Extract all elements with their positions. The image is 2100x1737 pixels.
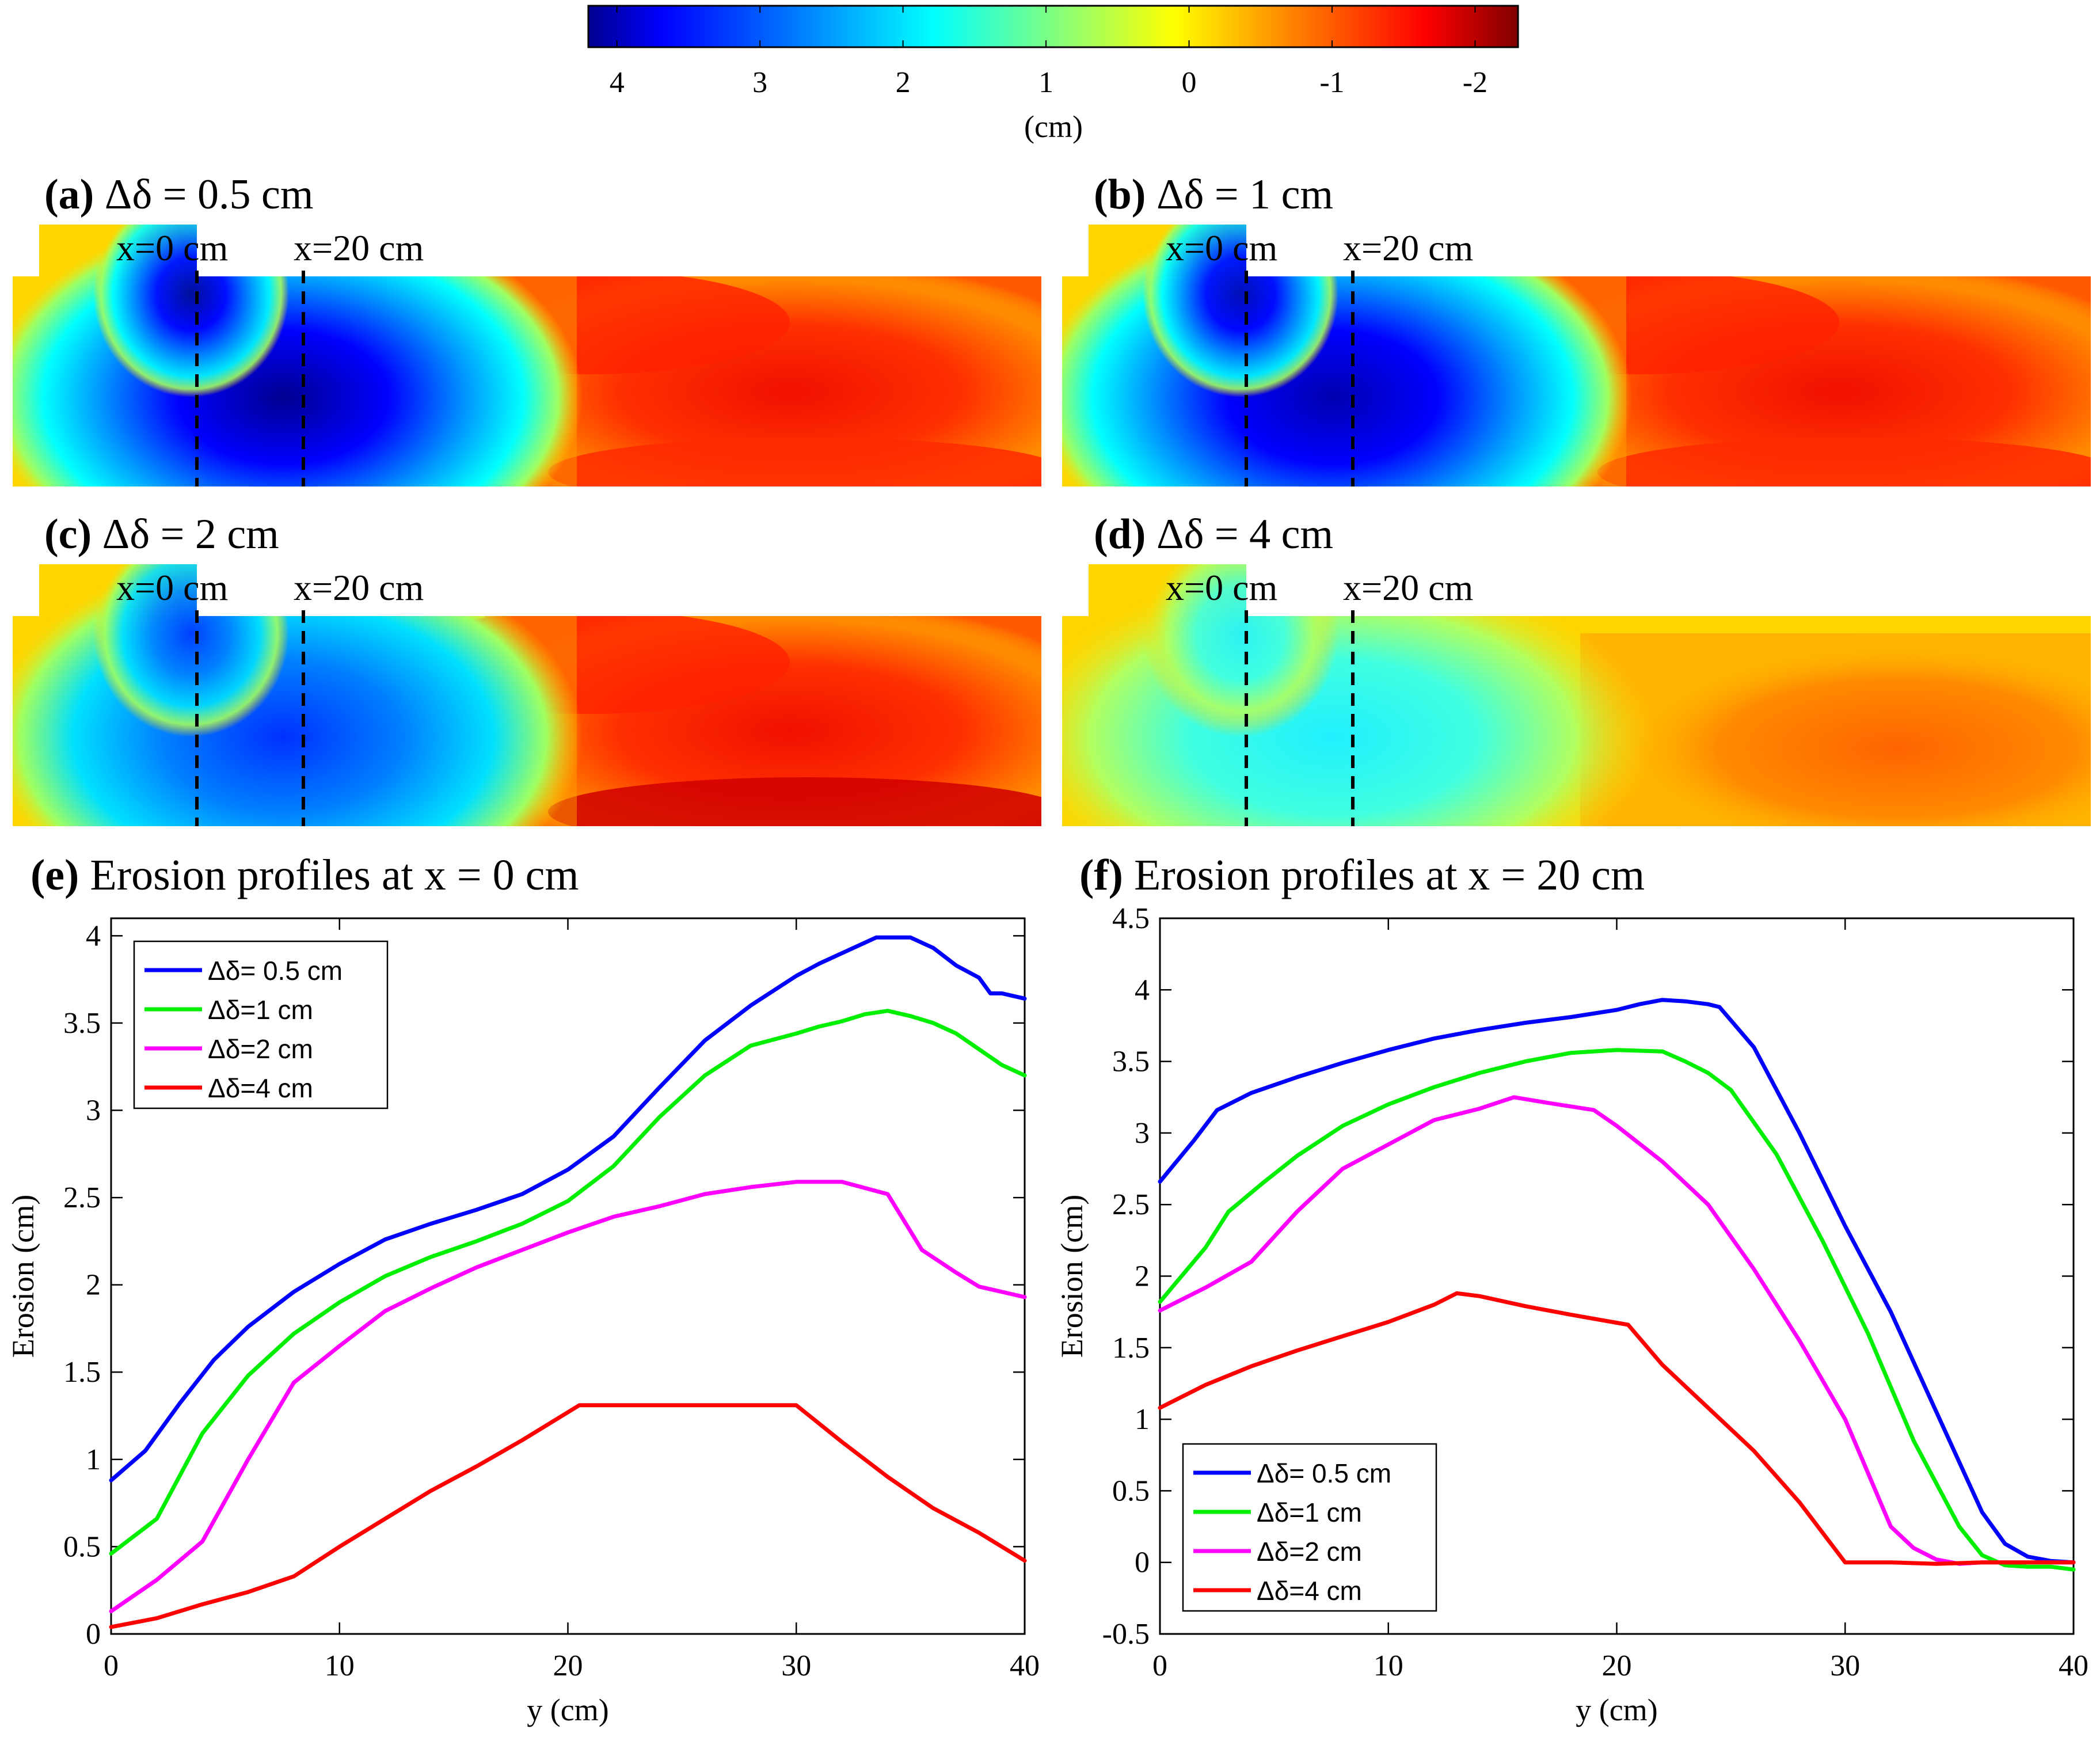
y-tick-label: 0 — [1135, 1546, 1150, 1579]
legend-entry: Δδ= 0.5 cm — [1257, 1458, 1391, 1488]
legend-entry: Δδ= 0.5 cm — [208, 956, 343, 986]
y-tick-label: 4 — [86, 919, 101, 952]
chart-e: (e) Erosion profiles at x = 0 cm0 10 20 30 4… — [6, 851, 1040, 1727]
colorbar-tick-label: -2 — [1463, 66, 1488, 99]
x-axis-label: y (cm) — [527, 1693, 608, 1727]
y-tick-label: 1 — [86, 1443, 101, 1476]
legend-entry: Δδ=4 cm — [208, 1073, 313, 1103]
x-tick-label: 10 — [325, 1649, 355, 1682]
chart-f: (f) Erosion profiles at x = 20 cm0 10 20 30… — [1055, 851, 2088, 1727]
map-panel-label: (a) Δδ = 0.5 cm — [44, 171, 313, 218]
erosion-map — [13, 225, 1041, 486]
erosion-map-panel: (c) Δδ = 2 cm x=0 cm x=20 cm — [13, 511, 1041, 826]
section-label-x20: x=20 cm — [1343, 227, 1473, 268]
y-tick-label: 0.5 — [63, 1530, 101, 1563]
erosion-map-panel: (d) Δδ = 4 cm x=0 cm x=20 cm — [1062, 511, 2091, 826]
section-label-x20: x=20 cm — [1343, 567, 1473, 608]
y-tick-label: 3.5 — [1112, 1046, 1150, 1078]
section-label-x0: x=0 cm — [1166, 567, 1277, 608]
y-tick-label: 2 — [86, 1269, 101, 1302]
y-tick-label: 3 — [1135, 1117, 1150, 1150]
map-panel-label: (c) Δδ = 2 cm — [44, 511, 279, 558]
colorbar: 4 3 2 1 0 -1 -2 (cm) — [587, 5, 1519, 144]
series-line — [109, 1403, 1027, 1629]
y-tick-label: 2.5 — [1112, 1188, 1150, 1221]
colorbar-tick-label: 4 — [610, 66, 625, 99]
x-tick-label: 40 — [2059, 1649, 2088, 1682]
colorbar-tick-label: 0 — [1182, 66, 1197, 99]
colorbar-tick-label: 2 — [896, 66, 911, 99]
colorbar-tick-label: -1 — [1319, 66, 1344, 99]
section-label-x0: x=0 cm — [116, 227, 228, 268]
chart-title: (f) Erosion profiles at x = 20 cm — [1079, 851, 1645, 899]
section-label-x20: x=20 cm — [294, 567, 424, 608]
y-tick-label: -0.5 — [1102, 1618, 1150, 1651]
series-line — [1158, 998, 2076, 1565]
y-tick-label: 4.5 — [1112, 902, 1150, 935]
y-tick-label: 0 — [86, 1618, 101, 1651]
series-line — [1158, 1048, 2076, 1572]
x-tick-label: 10 — [1374, 1649, 1403, 1682]
section-label-x0: x=0 cm — [116, 567, 228, 608]
y-axis-label: Erosion (cm) — [1055, 1195, 1089, 1358]
chart-title: (e) Erosion profiles at x = 0 cm — [31, 851, 579, 899]
x-tick-label: 0 — [104, 1649, 119, 1682]
colorbar-tick-label: 1 — [1038, 66, 1053, 99]
x-axis-label: y (cm) — [1576, 1693, 1657, 1727]
y-tick-label: 3.5 — [63, 1007, 101, 1040]
legend-entry: Δδ=1 cm — [1257, 1497, 1362, 1527]
legend-entry: Δδ=2 cm — [208, 1034, 313, 1064]
y-tick-label: 4 — [1135, 974, 1150, 1006]
x-tick-label: 40 — [1010, 1649, 1040, 1682]
y-tick-label: 0.5 — [1112, 1474, 1150, 1507]
map-panel-label: (b) Δδ = 1 cm — [1094, 171, 1333, 218]
y-tick-label: 3 — [86, 1094, 101, 1127]
erosion-map-panel: (b) Δδ = 1 cm x=0 cm x=20 cm — [1062, 171, 2091, 486]
x-tick-label: 30 — [781, 1649, 811, 1682]
series-line — [109, 1009, 1027, 1556]
erosion-map — [1062, 225, 2091, 486]
y-tick-label: 2 — [1135, 1260, 1150, 1293]
colorbar-tick-label: 3 — [752, 66, 767, 99]
x-tick-label: 0 — [1152, 1649, 1167, 1682]
colorbar-unit: (cm) — [1024, 109, 1083, 144]
y-tick-label: 1.5 — [63, 1356, 101, 1389]
x-tick-label: 20 — [553, 1649, 583, 1682]
legend-entry: Δδ=1 cm — [208, 995, 313, 1025]
series-line — [109, 1180, 1027, 1614]
erosion-map — [13, 564, 1041, 826]
y-tick-label: 1 — [1135, 1403, 1150, 1436]
y-tick-label: 1.5 — [1112, 1332, 1150, 1364]
erosion-map-panel: (a) Δδ = 0.5 cm x=0 cm x=20 cm — [13, 171, 1041, 486]
x-tick-label: 30 — [1830, 1649, 1860, 1682]
legend: Δδ= 0.5 cm Δδ=1 cm Δδ=2 cm Δδ=4 cm — [133, 940, 389, 1109]
series-line — [1158, 1291, 2076, 1566]
y-axis-label: Erosion (cm) — [6, 1195, 40, 1358]
legend-entry: Δδ=2 cm — [1257, 1537, 1362, 1567]
erosion-map — [1062, 564, 2091, 826]
legend: Δδ= 0.5 cm Δδ=1 cm Δδ=2 cm Δδ=4 cm — [1182, 1443, 1437, 1612]
section-label-x0: x=0 cm — [1166, 227, 1277, 268]
y-tick-label: 2.5 — [63, 1181, 101, 1214]
colorbar-gradient — [587, 5, 1519, 48]
map-panel-label: (d) Δδ = 4 cm — [1094, 511, 1333, 558]
section-label-x20: x=20 cm — [294, 227, 424, 268]
x-tick-label: 20 — [1602, 1649, 1632, 1682]
series-line — [109, 935, 1027, 1483]
legend-entry: Δδ=4 cm — [1257, 1576, 1362, 1606]
